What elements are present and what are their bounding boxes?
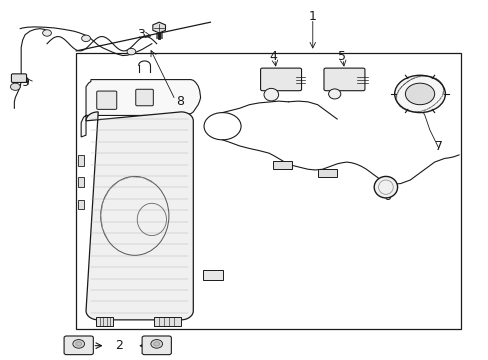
FancyBboxPatch shape (260, 68, 301, 91)
Text: 8: 8 (176, 95, 184, 108)
Ellipse shape (264, 88, 278, 101)
Ellipse shape (373, 176, 397, 198)
Polygon shape (153, 22, 165, 33)
Circle shape (76, 342, 81, 346)
FancyBboxPatch shape (78, 155, 83, 166)
FancyBboxPatch shape (203, 270, 222, 280)
Text: 4: 4 (269, 50, 277, 63)
FancyBboxPatch shape (97, 91, 117, 109)
Text: 7: 7 (434, 140, 442, 153)
Circle shape (394, 75, 445, 113)
Circle shape (154, 342, 159, 346)
Text: 6: 6 (382, 190, 390, 203)
Circle shape (151, 339, 162, 348)
FancyBboxPatch shape (142, 336, 171, 355)
Circle shape (73, 339, 84, 348)
FancyBboxPatch shape (11, 74, 26, 82)
FancyBboxPatch shape (154, 318, 181, 326)
Polygon shape (81, 80, 200, 137)
Polygon shape (86, 112, 193, 320)
FancyBboxPatch shape (272, 161, 292, 168)
Circle shape (42, 30, 51, 36)
Text: 5: 5 (337, 50, 346, 63)
Circle shape (81, 35, 90, 41)
FancyBboxPatch shape (78, 200, 83, 209)
Circle shape (405, 83, 434, 105)
FancyBboxPatch shape (324, 68, 364, 91)
Circle shape (127, 48, 136, 55)
Ellipse shape (328, 89, 340, 99)
FancyBboxPatch shape (317, 169, 336, 177)
FancyBboxPatch shape (136, 89, 153, 106)
Text: 1: 1 (308, 10, 316, 23)
Text: 9: 9 (21, 76, 29, 89)
FancyBboxPatch shape (64, 336, 93, 355)
Circle shape (10, 83, 20, 90)
Text: 2: 2 (115, 339, 122, 352)
FancyBboxPatch shape (96, 318, 113, 326)
FancyBboxPatch shape (78, 177, 83, 187)
Text: 3: 3 (137, 28, 145, 41)
Bar (76, 53, 461, 329)
